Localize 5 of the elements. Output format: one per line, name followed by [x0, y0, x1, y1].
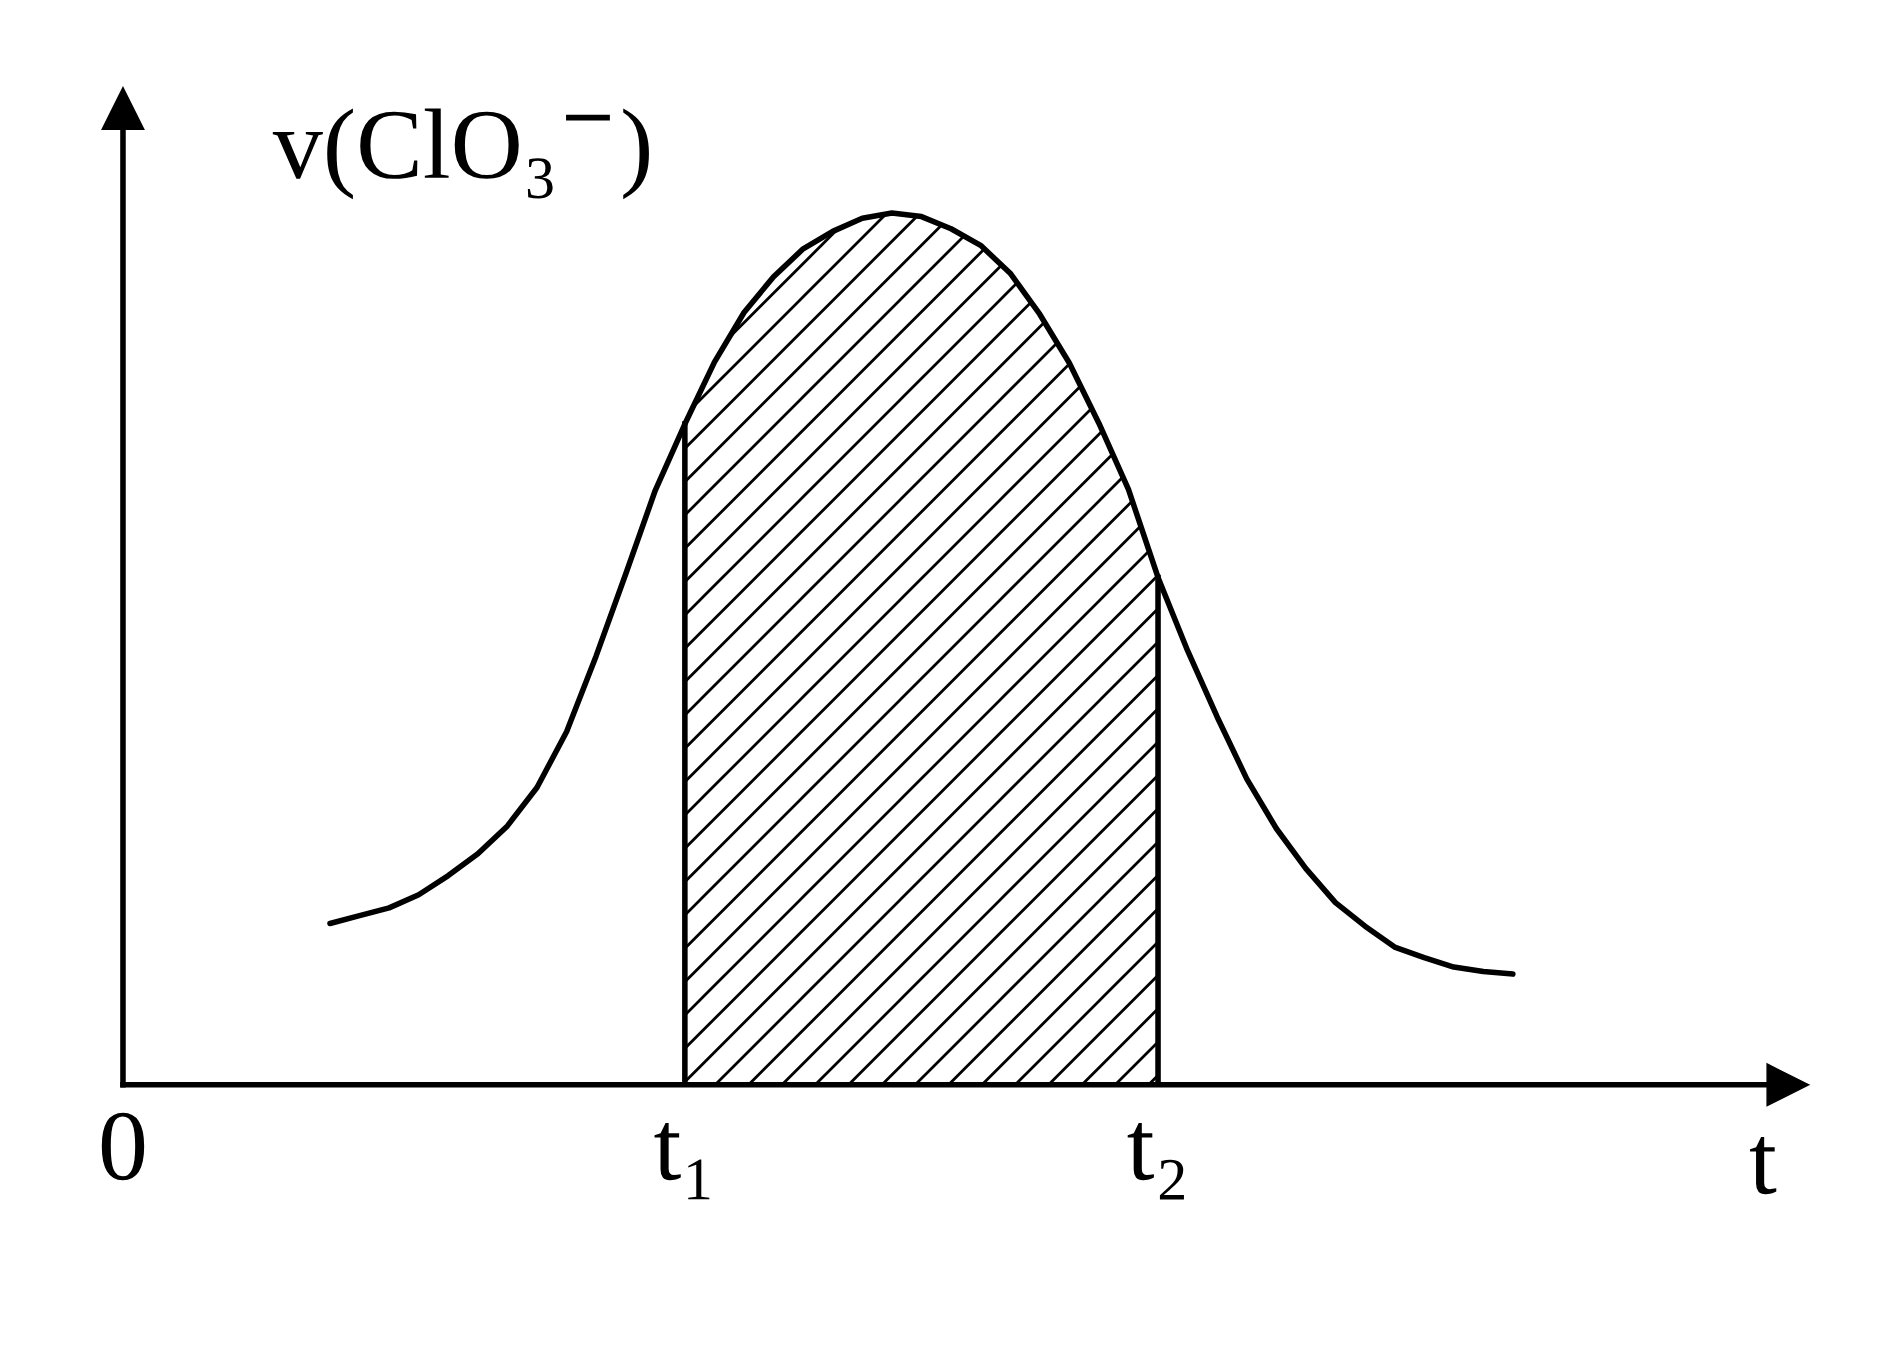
- x-tick-label: t₁: [654, 1122, 710, 1200]
- x-tick-label: t₂: [1127, 1122, 1184, 1200]
- x-axis-title: t: [1750, 1136, 1777, 1195]
- x-tick-label: 0: [101, 1112, 145, 1181]
- y-axis-title: v(ClO₃$^{−}$): [272, 108, 649, 200]
